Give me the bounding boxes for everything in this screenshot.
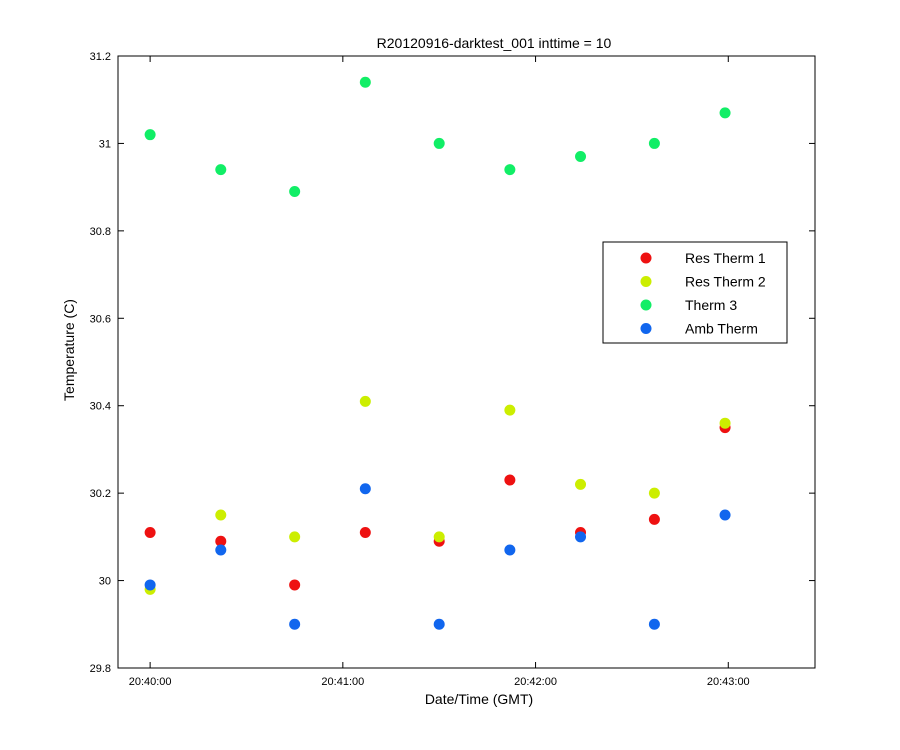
point-amb-therm: [648, 618, 660, 630]
point-amb-therm: [719, 509, 731, 521]
point-res-therm-1: [215, 535, 227, 547]
point-res-therm-2: [648, 487, 660, 499]
point-amb-therm: [144, 579, 156, 591]
point-amb-therm: [504, 544, 516, 556]
y-tick-label: 29.8: [90, 663, 111, 675]
point-therm-3: [648, 137, 660, 149]
legend-label-therm-3: Therm 3: [685, 297, 737, 313]
point-amb-therm: [575, 531, 587, 543]
x-tick-label: 20:42:00: [514, 676, 557, 688]
point-res-therm-2: [289, 531, 301, 543]
point-therm-3: [719, 107, 731, 119]
x-axis-title: Date/Time (GMT): [425, 691, 533, 707]
legend-marker-res-therm-2: [640, 276, 652, 287]
point-res-therm-1: [359, 526, 371, 538]
y-tick-label: 30.4: [90, 401, 111, 413]
y-tick-label: 30.2: [90, 488, 111, 500]
point-therm-3: [289, 186, 301, 198]
legend-marker-amb-therm: [640, 323, 652, 334]
y-tick-label: 30: [99, 576, 111, 588]
x-axis: 20:40:00 20:41:00 20:42:00 20:43:00: [129, 56, 750, 688]
legend-marker-therm-3: [640, 299, 652, 311]
point-res-therm-2: [719, 417, 731, 429]
legend-box: [602, 241, 788, 344]
point-therm-3: [504, 164, 516, 176]
point-res-therm-2: [433, 531, 445, 543]
point-res-therm-1: [504, 474, 516, 486]
point-amb-therm: [215, 544, 227, 556]
legend-label-res-therm-2: Res Therm 2: [685, 274, 766, 290]
x-tick-label: 20:40:00: [129, 676, 172, 688]
legend: Res Therm 1 Res Therm 2 Therm 3 Amb Therm: [602, 241, 788, 344]
legend-label-amb-therm: Amb Therm: [685, 321, 758, 337]
point-res-therm-1: [144, 526, 156, 538]
point-res-therm-2: [215, 509, 227, 521]
y-axis: 29.8 30 30.2 30.4 30.6 30.8 31 31.2: [90, 51, 815, 675]
y-tick-label: 31.2: [90, 51, 111, 63]
y-axis-title: Temperature (C): [61, 299, 77, 401]
point-amb-therm: [359, 483, 371, 495]
point-therm-3: [359, 76, 371, 88]
point-res-therm-2: [359, 395, 371, 407]
y-tick-label: 30.8: [90, 226, 111, 238]
point-res-therm-1: [289, 579, 301, 591]
x-tick-label: 20:41:00: [321, 676, 364, 688]
legend-label-res-therm-1: Res Therm 1: [685, 250, 766, 266]
point-amb-therm: [433, 618, 445, 630]
y-tick-label: 31: [99, 138, 111, 150]
point-therm-3: [433, 137, 445, 149]
point-amb-therm: [289, 618, 301, 630]
point-therm-3: [575, 151, 587, 163]
point-res-therm-2: [575, 478, 587, 490]
legend-marker-res-therm-1: [640, 252, 652, 264]
plot-area: [117, 55, 816, 669]
data-points: [144, 76, 731, 630]
y-tick-label: 30.6: [90, 313, 111, 325]
x-tick-label: 20:43:00: [707, 676, 750, 688]
point-res-therm-2: [504, 404, 516, 416]
chart-title: R20120916-darktest_001 inttime = 10: [377, 35, 612, 51]
point-therm-3: [215, 164, 227, 176]
point-therm-3: [144, 129, 156, 141]
point-res-therm-1: [648, 513, 660, 525]
